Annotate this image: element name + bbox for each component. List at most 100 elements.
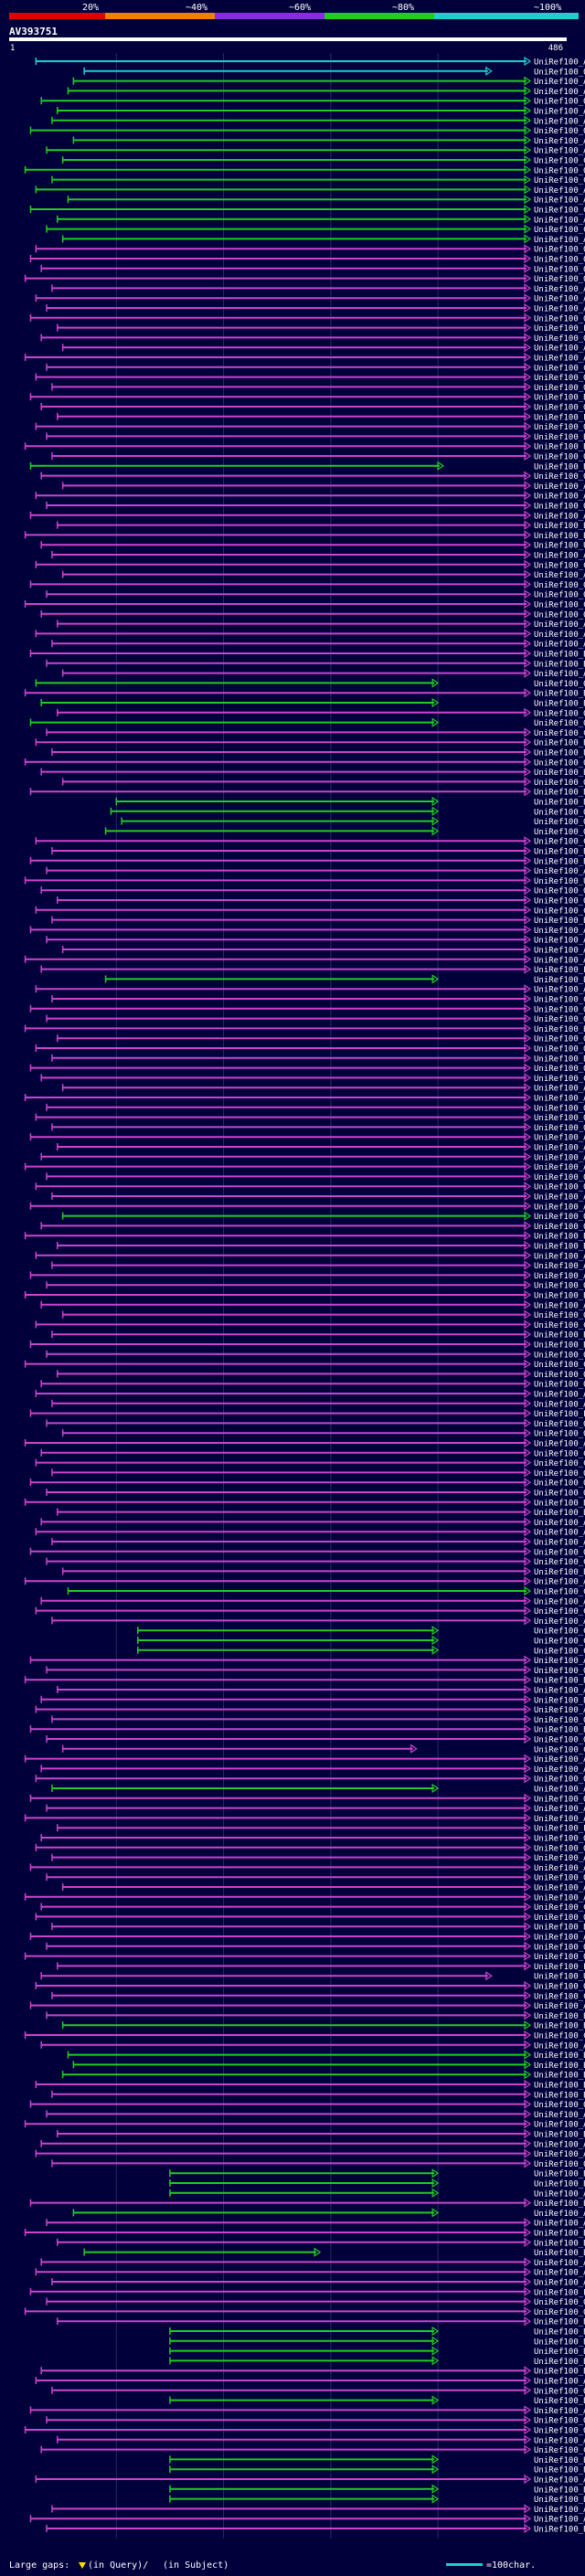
hit-label[interactable]: UniRef100_Q9ZSU1	[534, 1282, 585, 1291]
hit-row[interactable]: UniRef100_B6S5N3	[61, 1566, 585, 1577]
hit-label[interactable]: UniRef100_B6DZ22	[534, 2358, 585, 2367]
hit-row[interactable]: UniRef100_B6DZ13	[169, 2178, 585, 2189]
hit-label[interactable]: UniRef100_A9PJQ2	[534, 867, 585, 876]
hit-row[interactable]: UniRef100_C3TLW5	[24, 2030, 585, 2041]
hit-row[interactable]: UniRef100_A4QPP3	[29, 2514, 585, 2525]
hit-row[interactable]: UniRef100_Q2TLM8	[83, 66, 585, 78]
hit-row[interactable]: UniRef100_A2SY17	[61, 1882, 585, 1893]
hit-label[interactable]: UniRef100_A7QV00	[534, 1786, 585, 1795]
hit-row[interactable]: UniRef100_Q3B9U6	[35, 1043, 585, 1055]
hit-label[interactable]: UniRef100_Q6VBT3	[534, 2298, 585, 2307]
hit-label[interactable]: UniRef100_B6TN28	[534, 1055, 585, 1064]
hit-row[interactable]: UniRef100_A9PZ66	[29, 1655, 585, 1667]
hit-label[interactable]: UniRef100_B6TFT2	[534, 917, 585, 926]
hit-label[interactable]: UniRef100_C1FD94	[534, 996, 585, 1005]
hit-row[interactable]: UniRef100_C3VVT1	[136, 1626, 585, 1637]
hit-row[interactable]: UniRef100_A5AEG7	[51, 1260, 585, 1272]
hit-label[interactable]: UniRef100_C6TXB2	[534, 601, 585, 610]
hit-label[interactable]: UniRef100_Q4JS89	[534, 374, 585, 383]
hit-row[interactable]: UniRef100_C6TOJ3	[35, 1606, 585, 1617]
hit-label[interactable]: UniRef100_B9GZP7	[534, 660, 585, 669]
hit-row[interactable]: UniRef100_B6DZ25	[46, 2523, 585, 2535]
hit-label[interactable]: UniRef100_A9TV02	[534, 1134, 585, 1143]
hit-label[interactable]: UniRef100_B6S5N3	[534, 1568, 585, 1577]
hit-label[interactable]: UniRef100_A9RN10	[534, 1144, 585, 1153]
hit-row[interactable]: UniRef100_B6DZ28	[169, 2465, 585, 2475]
hit-label[interactable]: UniRef100_A7NTV5	[534, 493, 585, 502]
hit-label[interactable]: UniRef100_A5AEG7	[534, 1262, 585, 1271]
hit-row[interactable]: UniRef100_B3VV72	[83, 2247, 585, 2259]
hit-row[interactable]: UniRef100_Q7VV11	[29, 2099, 585, 2111]
hit-label[interactable]: UniRef100_Q8LGQ4	[534, 818, 585, 827]
hit-label[interactable]: UniRef100_Q7DMA0	[534, 1776, 585, 1785]
hit-row[interactable]: UniRef100_B6DZ27	[57, 2316, 585, 2327]
hit-row[interactable]: UniRef100_Q1A7H2	[24, 1951, 585, 1963]
hit-label[interactable]: UniRef100_Q6VVR7	[534, 2427, 585, 2436]
hit-row[interactable]: UniRef100_B7FHN1	[57, 1240, 585, 1252]
hit-row[interactable]: UniRef100_A9PFR4	[35, 2267, 585, 2278]
hit-label[interactable]: UniRef100_B6SHQ8	[534, 1726, 585, 1735]
hit-label[interactable]: UniRef100_A5BB76	[534, 986, 585, 995]
hit-row[interactable]: UniRef100_B6SHQ8	[29, 1724, 585, 1735]
hit-row[interactable]: UniRef100_Q1WLW1	[35, 244, 585, 255]
hit-row[interactable]: UniRef100_A2SY40	[40, 1517, 585, 1528]
hit-label[interactable]: UniRef100_B4FZ80	[534, 2082, 585, 2091]
hit-row[interactable]: UniRef100_Q8RVI8	[46, 1418, 585, 1429]
hit-row[interactable]: UniRef100_Q2L3X2	[51, 1468, 585, 1479]
hit-row[interactable]: UniRef100_Q4L642	[46, 1941, 585, 1953]
hit-label[interactable]: UniRef100_A2SY12	[534, 2111, 585, 2120]
hit-row[interactable]: UniRef100_Q0Q2070	[40, 471, 585, 482]
hit-row[interactable]: UniRef100_A9TJ06	[57, 619, 585, 631]
hit-label[interactable]: UniRef100_A2SY39	[534, 1854, 585, 1863]
hit-row[interactable]: UniRef100_Q1MRL9	[24, 757, 585, 769]
hit-row[interactable]: UniRef100_B4YYB1	[24, 530, 585, 541]
hit-row[interactable]: UniRef100_Q84WT1	[104, 826, 585, 837]
hit-row[interactable]: UniRef100_Q75YV4	[24, 273, 585, 285]
hit-row[interactable]: UniRef100_Q8VGV6	[57, 707, 585, 719]
hit-label[interactable]: UniRef100_C6T4E5	[534, 1745, 585, 1754]
hit-label[interactable]: UniRef100_B3VV83	[534, 2062, 585, 2071]
hit-label[interactable]: UniRef100_B6DZ20	[534, 2496, 585, 2505]
hit-row[interactable]: UniRef100_A9T399	[24, 1813, 585, 1824]
hit-row[interactable]: UniRef100_Q8LGQ4	[121, 816, 585, 828]
hit-row[interactable]: UniRef100_C6TLU9	[35, 836, 585, 847]
hit-row[interactable]: UniRef100_B9T4T2	[24, 1497, 585, 1509]
hit-label[interactable]: UniRef100_B4FJL4	[534, 1677, 585, 1686]
hit-row[interactable]: UniRef100_Q7DMA0	[35, 1774, 585, 1785]
hit-label[interactable]: UniRef100_Q5A4Y02	[534, 265, 585, 274]
hit-row[interactable]: UniRef100_B6SMV5	[24, 441, 585, 452]
hit-row[interactable]: UniRef100_Q0L977	[46, 1013, 585, 1025]
hit-row[interactable]: UniRef100_Q3E725	[24, 2306, 585, 2317]
hit-label[interactable]: UniRef100_B8A4C4	[534, 1233, 585, 1242]
hit-row[interactable]: UniRef100_C3SQW7	[46, 1556, 585, 1568]
hit-label[interactable]: UniRef100_C1K5B8	[534, 1449, 585, 1458]
hit-label[interactable]: UniRef100_Q9SQL2	[534, 1213, 585, 1222]
hit-row[interactable]: UniRef100_Q6SYB3	[35, 1112, 585, 1124]
hit-row[interactable]: UniRef100_Q0CSK7	[46, 1349, 585, 1361]
hit-row[interactable]: UniRef100_Q05993	[51, 1714, 585, 1725]
hit-label[interactable]: UniRef100_Q8VGV6	[534, 709, 585, 718]
hit-label[interactable]: UniRef100_C6T858	[534, 729, 585, 738]
hit-row[interactable]: UniRef100_A9RN10	[57, 1141, 585, 1153]
hit-label[interactable]: UniRef100_C5YZ16	[534, 1588, 585, 1597]
hit-label[interactable]: UniRef100_A9TJX6	[534, 1529, 585, 1538]
hit-row[interactable]: UniRef100_Q4U512	[29, 1793, 585, 1805]
hit-row[interactable]: UniRef100_Q8LMJ1	[61, 1309, 585, 1321]
hit-row[interactable]: UniRef100_Q32904	[46, 2415, 585, 2426]
hit-row[interactable]: UniRef100_A0JXC8	[35, 56, 585, 68]
hit-row[interactable]: UniRef100_UPI000...	[40, 540, 585, 551]
hit-row[interactable]: UniRef100_A2YCB9	[24, 1437, 585, 1449]
hit-label[interactable]: UniRef100_A4Q3B2	[534, 2220, 585, 2229]
hit-label[interactable]: UniRef100_B6DZ21	[534, 2200, 585, 2209]
hit-label[interactable]: UniRef100_A5AE10	[534, 1085, 585, 1094]
hit-row[interactable]: UniRef100_B3VV74	[61, 2070, 585, 2081]
hit-label[interactable]: UniRef100_B9HUE0	[534, 1341, 585, 1351]
hit-row[interactable]: UniRef100_A4QPN9	[24, 1092, 585, 1104]
hit-row[interactable]: UniRef100_A4RTG2	[51, 1616, 585, 1627]
hit-label[interactable]: UniRef100_A2SY17	[534, 1884, 585, 1893]
hit-row[interactable]: UniRef100_A9RU32	[29, 2000, 585, 2012]
hit-label[interactable]: UniRef100_B6TKL9	[534, 433, 585, 442]
hit-row[interactable]: UniRef100_Q3B9U3	[29, 579, 585, 590]
hit-label[interactable]: UniRef100_A3BZ84	[534, 1153, 585, 1162]
hit-row[interactable]: UniRef100_A9TJX6	[35, 1527, 585, 1538]
